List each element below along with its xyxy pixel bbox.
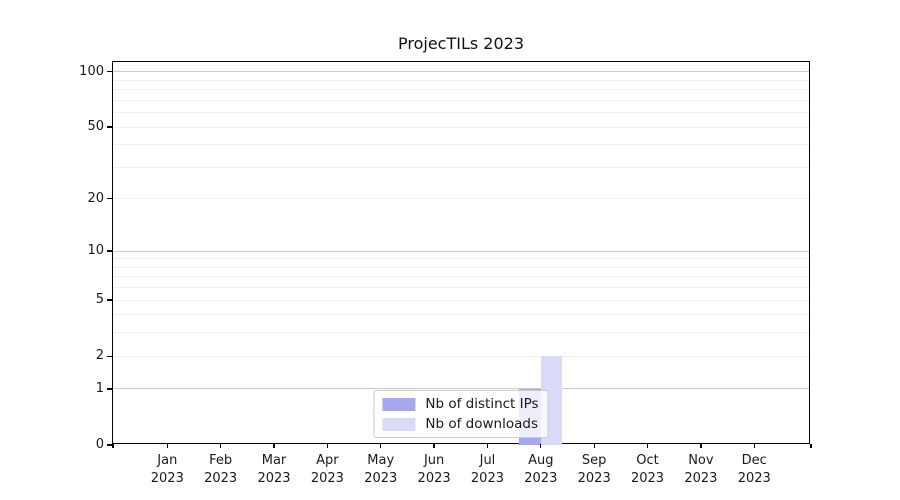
- x-tick-mark: [486, 443, 489, 449]
- x-tick-label: Nov 2023: [684, 453, 718, 486]
- x-tick-mark: [646, 443, 649, 449]
- y-tick-label: 5: [95, 292, 104, 308]
- y-tick-mark: [107, 355, 112, 357]
- chart-title: ProjecTILs 2023: [397, 34, 524, 53]
- gridline-minor: [113, 266, 809, 268]
- x-tick-label: May 2023: [364, 453, 398, 486]
- x-tick-label: Oct 2023: [630, 453, 665, 486]
- y-tick-mark: [107, 388, 112, 390]
- x-tick-mark: [326, 443, 329, 449]
- plot-area: Jan 2023 Feb 2023 Mar 2023 Apr 2023 May 2023 Jun 20…: [79, 61, 812, 486]
- y-tick-label: 0: [95, 437, 104, 452]
- x-tick-mark: [700, 443, 702, 449]
- gridline-minor: [113, 112, 809, 114]
- x-tick-mark: [753, 443, 755, 449]
- gridline-major: [113, 250, 809, 252]
- legend-item: Nb of downloads: [382, 416, 538, 432]
- gridline-minor: [113, 276, 809, 278]
- gridline-minor: [113, 287, 809, 289]
- gridline-minor: [113, 355, 809, 357]
- x-tick-label: Mar 2023: [257, 453, 291, 486]
- gridline-minor: [113, 166, 809, 168]
- legend-item-label: Nb of downloads: [425, 416, 538, 432]
- gridline-minor: [113, 99, 809, 101]
- gridline-minor: [113, 299, 809, 301]
- gridline-major: [113, 388, 809, 390]
- gridline-minor: [113, 89, 809, 91]
- legend: Nb of distinct IPs Nb of downloads: [373, 390, 549, 438]
- gridline-minor: [113, 79, 809, 81]
- x-tick-label: Jul 2023: [470, 453, 504, 486]
- x-tick-label: Apr 2023: [310, 453, 344, 486]
- y-tick-label: 100: [79, 63, 104, 79]
- y-tick-mark: [107, 250, 112, 252]
- y-tick-mark: [107, 126, 112, 128]
- x-tick-label: Feb 2023: [204, 453, 238, 486]
- x-tick-mark: [220, 443, 222, 449]
- x-tick-label: Dec 2023: [737, 453, 771, 486]
- y-tick-label: 1: [95, 380, 104, 396]
- x-tick-mark: [380, 443, 382, 449]
- y-tick-label: 10: [87, 243, 104, 259]
- x-tick-label: Jan 2023: [150, 453, 184, 486]
- gridline-major: [113, 71, 809, 73]
- x-tick-mark: [166, 443, 168, 449]
- gridline-minor: [113, 144, 809, 146]
- legend-item: Nb of distinct IPs: [382, 396, 539, 412]
- x-tick-mark: [112, 443, 114, 449]
- gridline-minor: [113, 126, 809, 128]
- legend-swatch-icon: [382, 417, 416, 431]
- x-tick-mark: [433, 443, 435, 449]
- y-tick-mark: [107, 299, 112, 301]
- legend-item-label: Nb of distinct IPs: [425, 396, 539, 412]
- x-tick-mark: [593, 443, 595, 449]
- y-tick-mark: [107, 444, 112, 446]
- gridline-minor: [113, 314, 809, 316]
- y-tick-label: 50: [87, 119, 104, 135]
- x-tick-label: Sep 2023: [577, 453, 611, 486]
- y-tick-mark: [107, 71, 112, 73]
- x-tick-label: Aug 2023: [524, 453, 558, 486]
- y-tick-label: 20: [87, 190, 104, 206]
- y-tick-label: 2: [95, 348, 104, 364]
- x-tick-mark: [810, 443, 812, 449]
- gridline-minor: [113, 258, 809, 260]
- x-tick-label: Jun 2023: [417, 453, 451, 486]
- gridline-minor: [113, 332, 809, 334]
- x-tick-mark: [273, 443, 275, 449]
- x-tick-mark: [540, 443, 542, 449]
- y-tick-mark: [107, 198, 112, 200]
- gridline-minor: [113, 198, 809, 200]
- legend-swatch-icon: [382, 397, 416, 411]
